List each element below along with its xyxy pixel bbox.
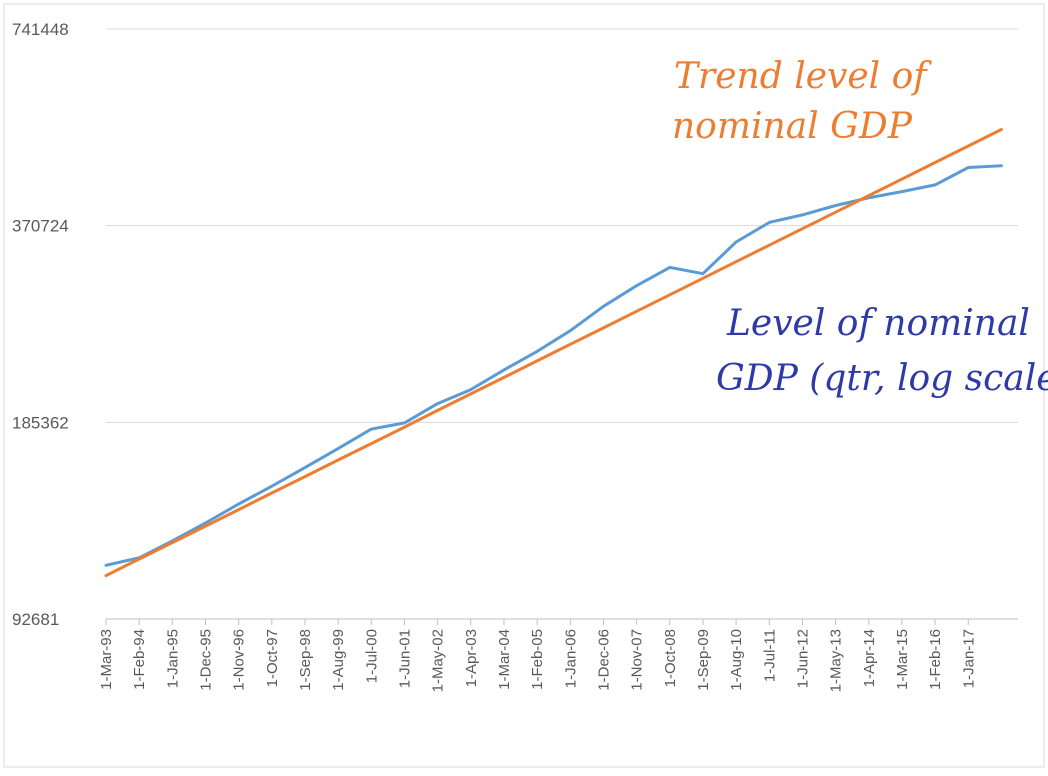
y-tick-label: 741448: [12, 20, 69, 39]
annotation-trend-line-1: Trend level of: [674, 56, 932, 97]
x-tick-label: 1-Jun-12: [794, 629, 811, 688]
x-tick-label: 1-Sep-09: [695, 629, 712, 691]
x-tick-label: 1-Nov-07: [629, 629, 646, 691]
x-tick-label: 1-Aug-10: [728, 629, 745, 691]
annotation-nominal-gdp-line-1: Level of nominal: [726, 303, 1030, 344]
y-tick-label: 370724: [12, 217, 69, 236]
y-tick-label: 185362: [12, 413, 69, 432]
x-tick-label: 1-Oct-08: [662, 629, 679, 687]
x-tick-label: 1-Apr-03: [463, 629, 480, 687]
x-tick-label: 1-Jan-17: [960, 629, 977, 688]
x-tick-label: 1-Jul-00: [363, 629, 380, 683]
x-tick-label: 1-May-13: [828, 629, 845, 692]
x-tick-label: 1-Feb-16: [927, 629, 944, 690]
x-tick-label: 1-Dec-95: [197, 629, 214, 691]
x-tick-label: 1-Feb-94: [131, 629, 148, 690]
y-tick-label: 92681: [12, 610, 59, 629]
x-tick-label: 1-Nov-96: [231, 629, 248, 691]
annotation-nominal-gdp-line-2: GDP (qtr, log scale): [716, 358, 1048, 399]
x-tick-label: 1-Oct-97: [264, 629, 281, 687]
x-tick-label: 1-Mar-15: [894, 629, 911, 690]
x-tick-label: 1-Aug-99: [330, 629, 347, 691]
x-tick-label: 1-Jan-06: [562, 629, 579, 688]
x-tick-label: 1-Dec-06: [595, 629, 612, 691]
x-tick-label: 1-May-02: [430, 629, 447, 692]
x-tick-label: 1-Feb-05: [529, 629, 546, 690]
x-tick-label: 1-Mar-93: [98, 629, 115, 690]
x-tick-label: 1-Jul-11: [761, 629, 778, 682]
x-tick-label: 1-Sep-98: [297, 629, 314, 691]
annotation-trend-line-2: nominal GDP: [672, 106, 913, 147]
x-tick-label: 1-Mar-04: [496, 629, 513, 690]
x-tick-label: 1-Jan-95: [164, 629, 181, 688]
x-tick-label: 1-Apr-14: [861, 629, 878, 687]
x-tick-label: 1-Jun-01: [396, 629, 413, 688]
